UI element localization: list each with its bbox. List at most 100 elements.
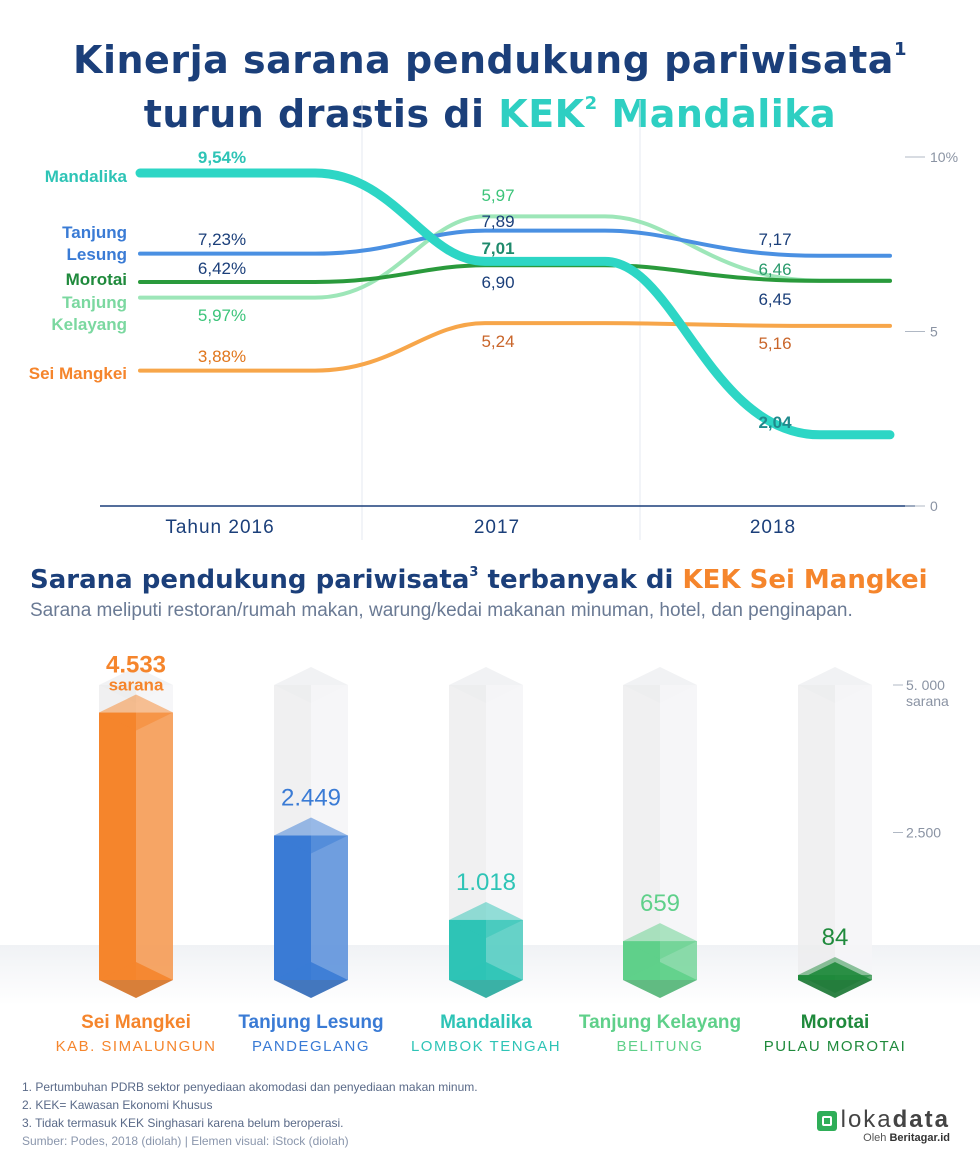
bar-value-label: 4.533	[106, 652, 166, 679]
brand-by-name: Beritagar.id	[889, 1132, 950, 1144]
bar-base-face	[274, 962, 348, 998]
section2-subtitle: Sarana meliputi restoran/rumah makan, wa…	[30, 600, 853, 621]
brand-byline: Oleh Beritagar.id	[817, 1132, 950, 1144]
y-tick-label: 2.500	[906, 825, 941, 841]
y-tick-label: 0	[930, 498, 938, 514]
bar-top-face	[274, 817, 348, 854]
series-name-label: Tanjung	[62, 223, 127, 242]
data-label: 7,23%	[198, 230, 246, 249]
footnotes: 1. Pertumbuhan PDRB sektor penyediaan ak…	[22, 1078, 478, 1150]
bar-category-label: Sei Mangkei	[81, 1012, 191, 1033]
main-title: Kinerja sarana pendukung pariwisata1 tur…	[0, 28, 980, 136]
series-name-label: Morotai	[66, 270, 127, 289]
bar-value-label: 2.449	[281, 785, 341, 812]
y-tick-label: 5. 000	[906, 677, 945, 693]
title-footnote-1: 1	[893, 39, 907, 60]
bar-top-face	[99, 694, 173, 731]
data-label: 5,97%	[198, 306, 246, 325]
data-label: 6,42%	[198, 259, 246, 278]
title-line1: Kinerja sarana pendukung pariwisata	[73, 38, 894, 82]
bar-base-face	[449, 962, 523, 998]
data-label: 9,54%	[198, 148, 246, 167]
series-line-tanjung-lesung	[138, 228, 892, 258]
data-label: 5,24	[481, 332, 514, 351]
glass-right	[835, 685, 872, 980]
brand-logo-text: lokadata	[816, 1106, 950, 1134]
bar-category-label: Mandalika	[440, 1012, 532, 1033]
brand-name-b: data	[892, 1106, 950, 1133]
source-text: Sumber: Podes, 2018 (diolah) | Elemen vi…	[22, 1134, 349, 1148]
series-name-label: Tanjung	[62, 293, 127, 312]
data-label: 3,88%	[198, 347, 246, 366]
bar-category-label: Morotai	[801, 1012, 870, 1033]
bar-base-face	[623, 962, 697, 998]
data-label: 5,16	[758, 334, 791, 353]
data-label: 7,89	[481, 212, 514, 231]
bar-tanjung-kelayang	[623, 667, 697, 998]
brand: lokadata Oleh Beritagar.id	[816, 1106, 950, 1144]
series-name-label: Lesung	[67, 245, 127, 264]
lokadata-logo-icon	[816, 1110, 837, 1131]
data-label: 5,97	[481, 186, 514, 205]
bar-category-label: Tanjung Kelayang	[579, 1012, 741, 1033]
bar-value-unit: sarana	[109, 676, 164, 695]
bar-right-face	[311, 835, 348, 980]
y-tick-label: 10%	[930, 149, 958, 165]
series-name-label: Kelayang	[51, 315, 127, 334]
footnote-3: 3. Tidak termasuk KEK Singhasari karena …	[22, 1116, 344, 1130]
bar-morotai	[798, 667, 872, 998]
bar-left-face	[99, 712, 136, 980]
bar-base-shade	[274, 980, 348, 998]
bar-category-label: Tanjung Lesung	[238, 1012, 383, 1033]
line-chart: 10% 5 0 Tahun 2016 2017 2018 Mandalika Tanjung L…	[29, 100, 958, 540]
title-accent-mandalika: Mandalika	[597, 92, 837, 136]
x-tick-label: 2017	[474, 517, 520, 538]
bar-top-face	[623, 923, 697, 960]
title-footnote-2: 2	[584, 93, 598, 114]
bar-base-shade	[623, 980, 697, 998]
bar-left-face	[274, 835, 311, 980]
section2-title-accent: KEK Sei Mangkei	[682, 565, 928, 595]
glass-left	[798, 685, 835, 980]
bar-subcategory-label: BELITUNG	[616, 1038, 703, 1055]
bar-base-shade	[798, 980, 872, 998]
title-line2-prefix: turun drastis di	[143, 92, 499, 136]
brand-by-prefix: Oleh	[863, 1132, 890, 1144]
data-label: 6,90	[481, 273, 514, 292]
footnote-1: 1. Pertumbuhan PDRB sektor penyediaan ak…	[22, 1080, 478, 1094]
bar-subcategory-label: PULAU MOROTAI	[764, 1038, 907, 1055]
data-label: 2,04	[758, 413, 792, 432]
data-label: 6,46	[758, 260, 791, 279]
bar-base-face	[99, 962, 173, 998]
data-label: 7,01	[481, 239, 514, 258]
bar-subcategory-label: KAB. SIMALUNGUN	[56, 1038, 217, 1055]
bar-right-face	[136, 712, 173, 980]
y-tick-label: 5	[930, 324, 938, 340]
bar-base-face	[798, 962, 872, 998]
bar-value-label: 84	[822, 924, 849, 951]
bar-mandalika	[449, 667, 523, 998]
section2-title-mid: terbanyak di	[478, 565, 683, 595]
section2-footnote-3: 3	[469, 565, 479, 580]
bar-value-label: 659	[640, 890, 680, 917]
section2-title-prefix: Sarana pendukung pariwisata	[30, 565, 470, 595]
data-label: 6,45	[758, 290, 791, 309]
title-accent-kek: KEK	[498, 92, 585, 136]
bar-value-label: 1.018	[456, 869, 516, 896]
x-tick-label: Tahun 2016	[165, 517, 274, 538]
series-line-tanjung-kelayang	[138, 214, 892, 300]
bar-subcategory-label: LOMBOK TENGAH	[411, 1038, 561, 1055]
bar-sei-mangkei	[99, 667, 173, 998]
bar-subcategory-label: PANDEGLANG	[252, 1038, 370, 1055]
bar-base-shade	[99, 980, 173, 998]
bar-top-face	[449, 901, 523, 938]
x-tick-label: 2018	[750, 517, 796, 538]
y-tick-unit: sarana	[906, 693, 949, 709]
series-line-mandalika	[135, 168, 895, 440]
series-name-label: Mandalika	[45, 167, 128, 186]
bar-base-shade	[449, 980, 523, 998]
bar-tanjung-lesung	[274, 667, 348, 998]
section2-title: Sarana pendukung pariwisata3 terbanyak d…	[30, 565, 928, 595]
data-label: 7,17	[758, 230, 791, 249]
